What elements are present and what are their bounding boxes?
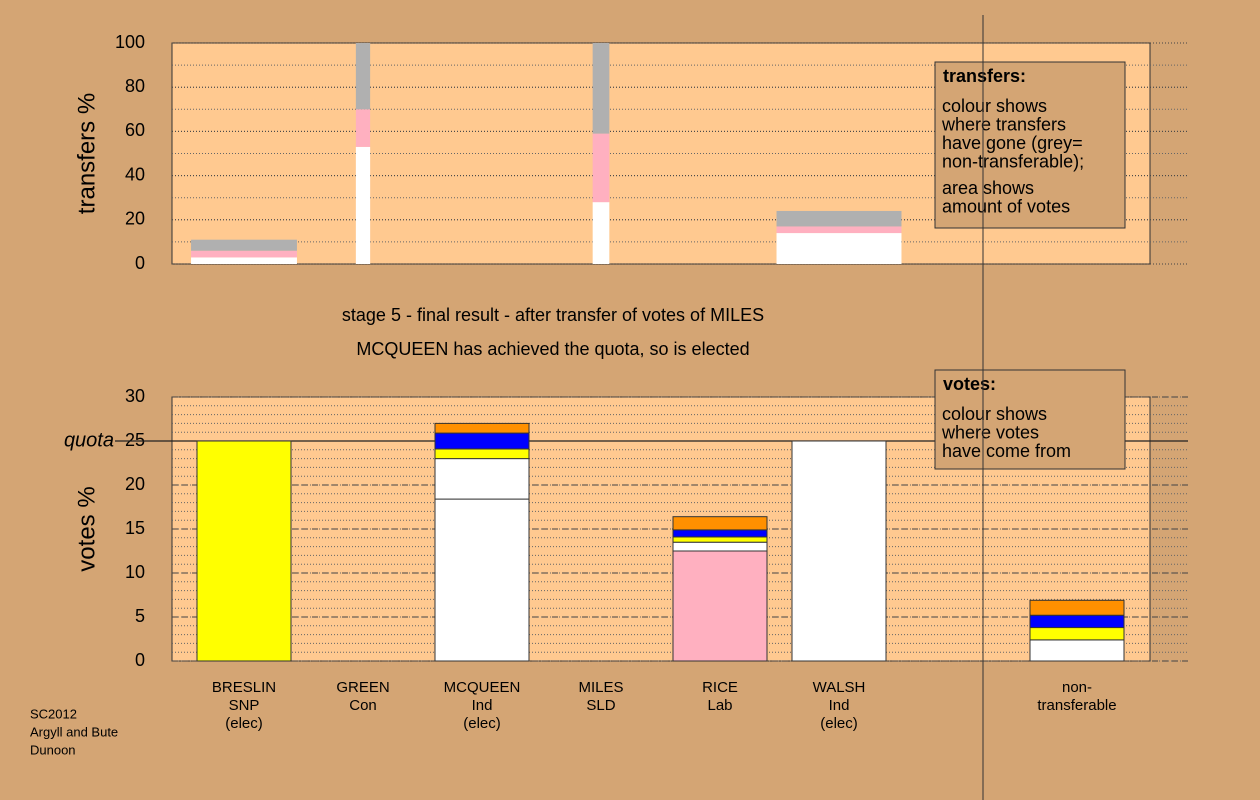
legend-title: votes: [943,374,996,394]
y-tick-label: 0 [135,650,145,670]
bar-segment [1029,599,1125,616]
bar-segment [355,109,371,147]
bar-segment [672,550,768,662]
y-tick-label: 0 [135,253,145,273]
y-tick-label: 60 [125,120,145,140]
y-tick-label: 5 [135,606,145,626]
bar-segment [434,448,530,460]
footer-text: Dunoon [30,742,76,757]
bar-segment [791,440,887,662]
bar-segment [1029,639,1125,662]
chart-title: stage 5 - final result - after transfer … [342,305,764,325]
x-tick-label: (elec) [463,715,501,732]
x-tick-label: SLD [586,697,615,714]
bar-segment [776,226,902,234]
legend-text: have come from [942,441,1071,461]
y-tick-label: 100 [115,32,145,52]
legend-text: have gone (grey= [942,133,1083,153]
legend-text: area shows [942,178,1034,198]
footer-text: SC2012 [30,706,77,721]
x-tick-label: (elec) [225,715,263,732]
legend-box [934,369,1126,470]
x-tick-label: RICE [702,679,738,696]
bar-segment [1029,627,1125,641]
bar-segment [191,257,297,264]
x-tick-label: Ind [829,697,850,714]
legend-text: where transfers [941,114,1066,134]
bar-segment [592,133,610,203]
bar-segment [672,536,768,543]
y-tick-label: 10 [125,562,145,582]
bar-segment [672,529,768,538]
legend-title: transfers: [943,66,1026,86]
y-tick-label: 15 [125,518,145,538]
y-tick-label: 20 [125,474,145,494]
bar-segment [434,458,530,500]
y-axis-label: transfers % [73,93,100,214]
legend-box [934,61,1126,229]
quota-label: quota [64,429,114,451]
x-tick-label: (elec) [820,715,858,732]
y-tick-label: 80 [125,76,145,96]
x-tick-label: WALSH [813,679,866,696]
x-tick-label: MCQUEEN [444,679,521,696]
bar-segment [592,202,610,264]
bar-segment [1029,614,1125,629]
footer-text: Argyll and Bute [30,724,118,739]
bar-segment [592,43,610,134]
bar-segment [434,498,530,662]
x-tick-label: BRESLIN [212,679,276,696]
bar-segment [191,239,297,251]
legend-text: non-transferable); [942,151,1084,171]
bar-segment [434,432,530,450]
bar-segment [776,233,902,264]
chart-subtitle: MCQUEEN has achieved the quota, so is el… [356,339,749,359]
y-tick-label: 40 [125,164,145,184]
x-tick-label: non- [1062,679,1092,696]
bar-segment [672,516,768,531]
x-tick-label: GREEN [336,679,389,696]
bar-segment [355,146,371,264]
legend-text: colour shows [942,96,1047,116]
y-axis-label: votes % [73,486,100,571]
legend-text: colour shows [942,404,1047,424]
bar-segment [355,43,371,110]
y-tick-label: 20 [125,209,145,229]
y-tick-label: 25 [125,430,145,450]
bar-segment [191,250,297,258]
legend-text: amount of votes [942,196,1070,216]
x-tick-label: Ind [472,697,493,714]
y-tick-label: 30 [125,386,145,406]
x-tick-label: Con [349,697,377,714]
bar-segment [672,541,768,552]
legend-text: where votes [941,422,1039,442]
x-tick-label: Lab [707,697,732,714]
x-tick-label: MILES [578,679,623,696]
x-tick-label: SNP [229,697,260,714]
bar-segment [196,440,292,662]
x-tick-label: transferable [1037,697,1116,714]
bar-segment [434,422,530,434]
bar-segment [776,210,902,227]
